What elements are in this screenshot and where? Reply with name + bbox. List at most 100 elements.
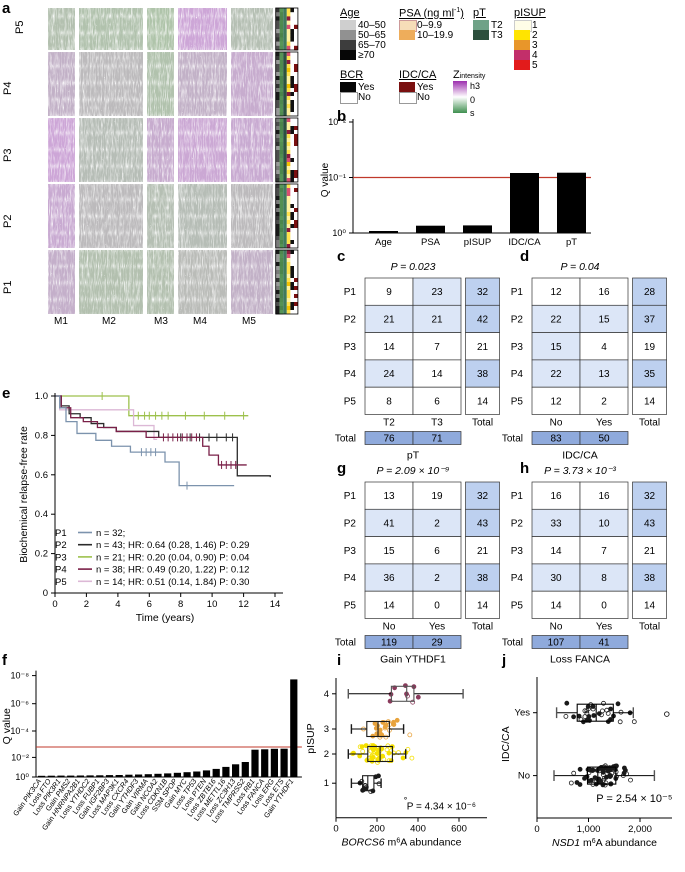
svg-text:14: 14 — [431, 369, 443, 380]
svg-text:0: 0 — [434, 600, 440, 611]
svg-text:P3: P3 — [344, 546, 357, 557]
svg-text:P3: P3 — [511, 342, 524, 353]
svg-text:2: 2 — [601, 396, 607, 407]
svg-text:2: 2 — [84, 599, 89, 610]
svg-text:10⁻⁸: 10⁻⁸ — [10, 671, 29, 681]
svg-text:P = 2.09 × 10⁻⁹: P = 2.09 × 10⁻⁹ — [377, 465, 450, 477]
svg-text:Yes: Yes — [596, 418, 612, 429]
svg-text:P4: P4 — [511, 369, 524, 380]
svg-text:41: 41 — [598, 638, 610, 649]
svg-text:P5: P5 — [344, 600, 357, 611]
svg-text:12: 12 — [550, 287, 562, 298]
svg-text:1.0: 1.0 — [35, 391, 48, 402]
svg-text:No: No — [550, 622, 563, 633]
svg-text:24: 24 — [383, 369, 395, 380]
svg-text:19: 19 — [431, 491, 443, 502]
svg-text:23: 23 — [431, 287, 443, 298]
svg-text:6: 6 — [434, 396, 440, 407]
svg-text:38: 38 — [477, 369, 489, 380]
svg-text:No: No — [383, 622, 396, 633]
svg-text:Time (years): Time (years) — [136, 612, 195, 624]
svg-text:41: 41 — [383, 519, 395, 530]
svg-text:P2: P2 — [55, 540, 67, 551]
svg-text:Loss FANCA: Loss FANCA — [550, 654, 610, 666]
svg-text:4: 4 — [115, 599, 120, 610]
svg-text:12: 12 — [238, 599, 249, 610]
svg-text:P5: P5 — [511, 600, 524, 611]
svg-text:P1: P1 — [344, 491, 357, 502]
svg-text:28: 28 — [644, 287, 656, 298]
svg-text:12: 12 — [550, 396, 562, 407]
svg-text:Gain YTHDF1: Gain YTHDF1 — [380, 654, 446, 666]
svg-text:38: 38 — [477, 573, 489, 584]
svg-text:10⁻⁶: 10⁻⁶ — [11, 699, 30, 709]
svg-text:No: No — [550, 418, 563, 429]
svg-text:14: 14 — [550, 546, 562, 557]
svg-text:P5: P5 — [344, 396, 357, 407]
svg-text:2: 2 — [434, 519, 440, 530]
svg-text:P = 2.54 × 10⁻⁵: P = 2.54 × 10⁻⁵ — [596, 793, 672, 805]
svg-text:6: 6 — [147, 599, 152, 610]
svg-text:21: 21 — [477, 546, 489, 557]
svg-text:33: 33 — [550, 519, 562, 530]
svg-text:21: 21 — [383, 315, 395, 326]
svg-text:14: 14 — [477, 396, 489, 407]
svg-text:15: 15 — [550, 342, 562, 353]
svg-text:n = 32;: n = 32; — [96, 528, 125, 539]
svg-text:n = 43; HR: 0.64 (0.28, 1.46): n = 43; HR: 0.64 (0.28, 1.46) P: 0.29 — [96, 540, 249, 551]
svg-text:Yes: Yes — [515, 708, 531, 719]
svg-text:P2: P2 — [344, 519, 357, 530]
svg-text:14: 14 — [383, 600, 395, 611]
svg-text:P4: P4 — [344, 573, 357, 584]
svg-text:38: 38 — [644, 573, 656, 584]
svg-text:6: 6 — [434, 546, 440, 557]
svg-text:10: 10 — [598, 519, 610, 530]
svg-text:4: 4 — [601, 342, 607, 353]
svg-text:7: 7 — [601, 546, 607, 557]
svg-text:P4: P4 — [344, 369, 357, 380]
svg-text:P4: P4 — [55, 565, 67, 576]
svg-text:IDC/CA: IDC/CA — [500, 726, 512, 762]
svg-text:76: 76 — [383, 434, 395, 445]
svg-text:Total: Total — [639, 418, 660, 429]
svg-text:1,000: 1,000 — [577, 824, 601, 835]
svg-text:P = 3.73 × 10⁻³: P = 3.73 × 10⁻³ — [544, 465, 616, 477]
svg-text:32: 32 — [477, 491, 489, 502]
svg-text:21: 21 — [644, 546, 656, 557]
svg-text:14: 14 — [270, 599, 281, 610]
svg-text:Biochemical relapse-free rate: Biochemical relapse-free rate — [18, 426, 30, 563]
svg-text:P2: P2 — [344, 315, 357, 326]
svg-text:15: 15 — [383, 546, 395, 557]
svg-text:n = 21; HR: 0.20 (0.04, 0.90): n = 21; HR: 0.20 (0.04, 0.90) P: 0.04 — [96, 552, 249, 563]
svg-text:32: 32 — [477, 287, 489, 298]
svg-text:P1: P1 — [55, 528, 67, 539]
svg-text:Total: Total — [472, 418, 493, 429]
svg-text:16: 16 — [598, 287, 610, 298]
svg-text:Total: Total — [502, 638, 523, 649]
svg-text:13: 13 — [383, 491, 395, 502]
svg-text:0: 0 — [52, 599, 57, 610]
svg-text:0: 0 — [43, 588, 48, 599]
svg-text:21: 21 — [477, 342, 489, 353]
svg-text:0.8: 0.8 — [35, 430, 48, 441]
svg-text:50: 50 — [598, 434, 610, 445]
svg-text:8: 8 — [386, 396, 392, 407]
svg-text:107: 107 — [548, 638, 565, 649]
svg-text:P = 0.023: P = 0.023 — [391, 261, 436, 273]
svg-text:Total: Total — [639, 622, 660, 633]
svg-text:Q value: Q value — [1, 708, 13, 744]
svg-text:NSD1 m6A abundance: NSD1 m6A abundance — [552, 837, 657, 849]
svg-text:0.6: 0.6 — [35, 470, 48, 481]
svg-text:T2: T2 — [383, 418, 395, 429]
svg-text:0: 0 — [534, 824, 539, 835]
svg-text:14: 14 — [644, 600, 656, 611]
svg-text:13: 13 — [598, 369, 610, 380]
svg-text:119: 119 — [381, 638, 397, 649]
svg-text:0.2: 0.2 — [35, 549, 48, 560]
svg-text:P5: P5 — [55, 577, 67, 588]
svg-text:2,000: 2,000 — [628, 824, 652, 835]
svg-text:P2: P2 — [511, 519, 524, 530]
svg-text:Total: Total — [335, 638, 356, 649]
svg-text:P4: P4 — [511, 573, 524, 584]
svg-text:71: 71 — [431, 434, 443, 445]
